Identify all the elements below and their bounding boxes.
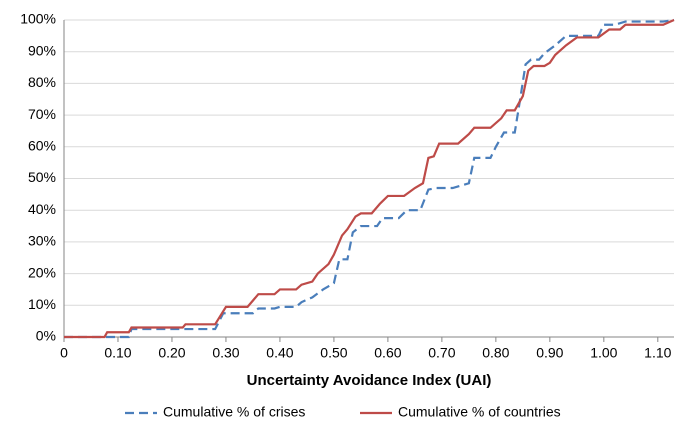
y-tick-label: 50% — [28, 169, 56, 185]
x-tick-label: 1.10 — [644, 345, 671, 361]
y-tick-label: 10% — [28, 296, 56, 312]
y-tick-label: 80% — [28, 74, 56, 90]
legend-label: Cumulative % of crises — [163, 404, 305, 420]
x-tick-label: 0.90 — [536, 345, 563, 361]
legend-label: Cumulative % of countries — [398, 404, 561, 420]
x-tick-label: 0 — [60, 345, 68, 361]
y-tick-label: 60% — [28, 138, 56, 154]
y-tick-label: 70% — [28, 106, 56, 122]
x-tick-label: 0.20 — [158, 345, 185, 361]
x-tick-label: 0.10 — [104, 345, 131, 361]
x-tick-label: 0.70 — [428, 345, 455, 361]
y-tick-label: 30% — [28, 233, 56, 249]
x-tick-label: 0.60 — [374, 345, 401, 361]
series-line — [64, 18, 675, 339]
x-tick-label: 1.00 — [590, 345, 617, 361]
y-tick-label: 20% — [28, 264, 56, 280]
x-axis-label: Uncertainty Avoidance Index (UAI) — [247, 372, 492, 389]
series-line — [64, 18, 675, 339]
y-tick-label: 100% — [20, 11, 56, 27]
y-tick-label: 0% — [36, 328, 56, 344]
x-tick-label: 0.80 — [482, 345, 509, 361]
x-tick-label: 0.50 — [320, 345, 347, 361]
x-tick-label: 0.30 — [212, 345, 239, 361]
y-tick-label: 90% — [28, 42, 56, 58]
x-tick-label: 0.40 — [266, 345, 293, 361]
y-tick-label: 40% — [28, 201, 56, 217]
